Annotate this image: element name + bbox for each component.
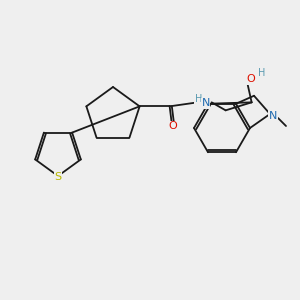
Text: N: N (269, 111, 277, 121)
Text: H: H (195, 94, 202, 104)
Text: N: N (201, 98, 210, 108)
Text: H: H (258, 68, 265, 78)
Text: O: O (168, 121, 177, 131)
Text: O: O (246, 74, 255, 84)
Text: S: S (54, 172, 61, 182)
